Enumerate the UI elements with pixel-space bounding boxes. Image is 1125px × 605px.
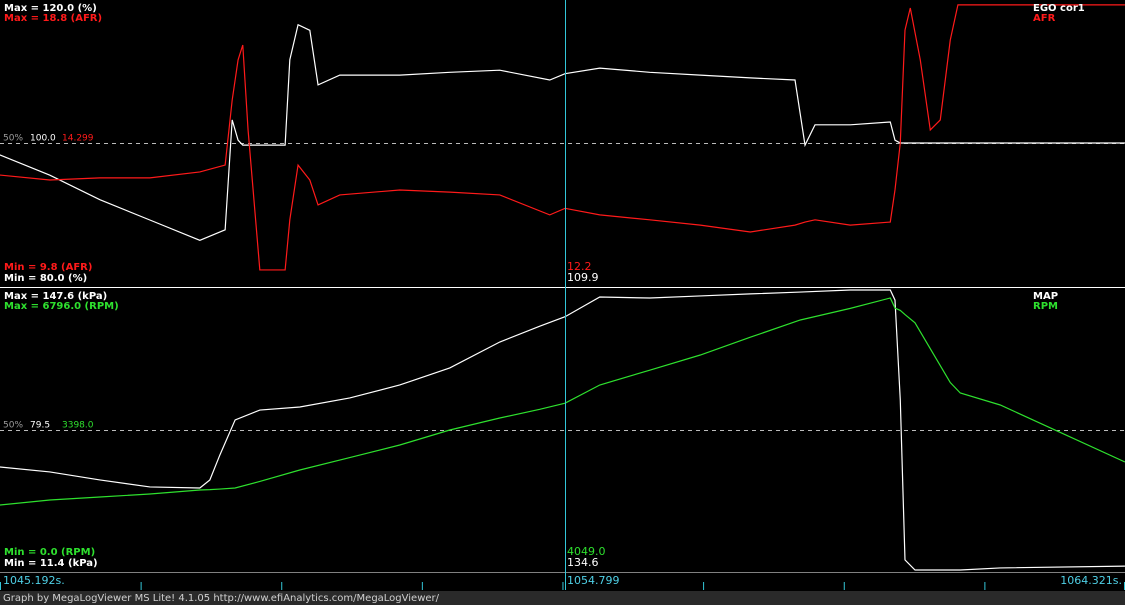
y2-min-label: Min = 0.0 (RPM) xyxy=(4,547,95,558)
y-min-label: Min = 11.4 (kPa) xyxy=(4,558,98,569)
legend-entry: RPM xyxy=(1033,301,1058,312)
footer-bar xyxy=(0,591,1125,605)
cursor-value: 4049.0 xyxy=(567,545,606,558)
cursor-value: 109.9 xyxy=(567,271,599,284)
footer: Graph by MegaLogViewer MS Lite! 4.1.05 h… xyxy=(3,593,440,604)
y-max-label: Max = 147.6 (kPa) xyxy=(4,291,107,302)
series-line xyxy=(0,4,1125,271)
x-tick-label: 1045.192s. xyxy=(3,574,65,587)
y2-min-label: Min = 9.8 (AFR) xyxy=(4,262,92,273)
cursor-value: 134.6 xyxy=(567,556,599,569)
y-tick-label: 79.5 xyxy=(30,421,50,431)
series-line xyxy=(0,23,1125,241)
legend-entry: AFR xyxy=(1033,13,1056,24)
y2-max-label: Max = 18.8 (AFR) xyxy=(4,13,102,24)
x-tick-label: 1064.321s. xyxy=(1060,574,1122,587)
legend-entry: MAP xyxy=(1033,291,1058,302)
mid-label: 50% xyxy=(3,421,23,431)
y-tick-label: 100.0 xyxy=(30,134,56,144)
cursor-time-label: 1054.799 xyxy=(567,574,620,587)
y2-max-label: Max = 6796.0 (RPM) xyxy=(4,301,119,312)
y2-tick-label: 14.299 xyxy=(62,134,94,144)
legend-entry: EGO cor1 xyxy=(1033,3,1085,14)
y2-tick-label: 3398.0 xyxy=(62,421,94,431)
cursor-value: 12.2 xyxy=(567,260,592,273)
mid-label: 50% xyxy=(3,134,23,144)
y-min-label: Min = 80.0 (%) xyxy=(4,273,87,284)
y-max-label: Max = 120.0 (%) xyxy=(4,3,97,14)
